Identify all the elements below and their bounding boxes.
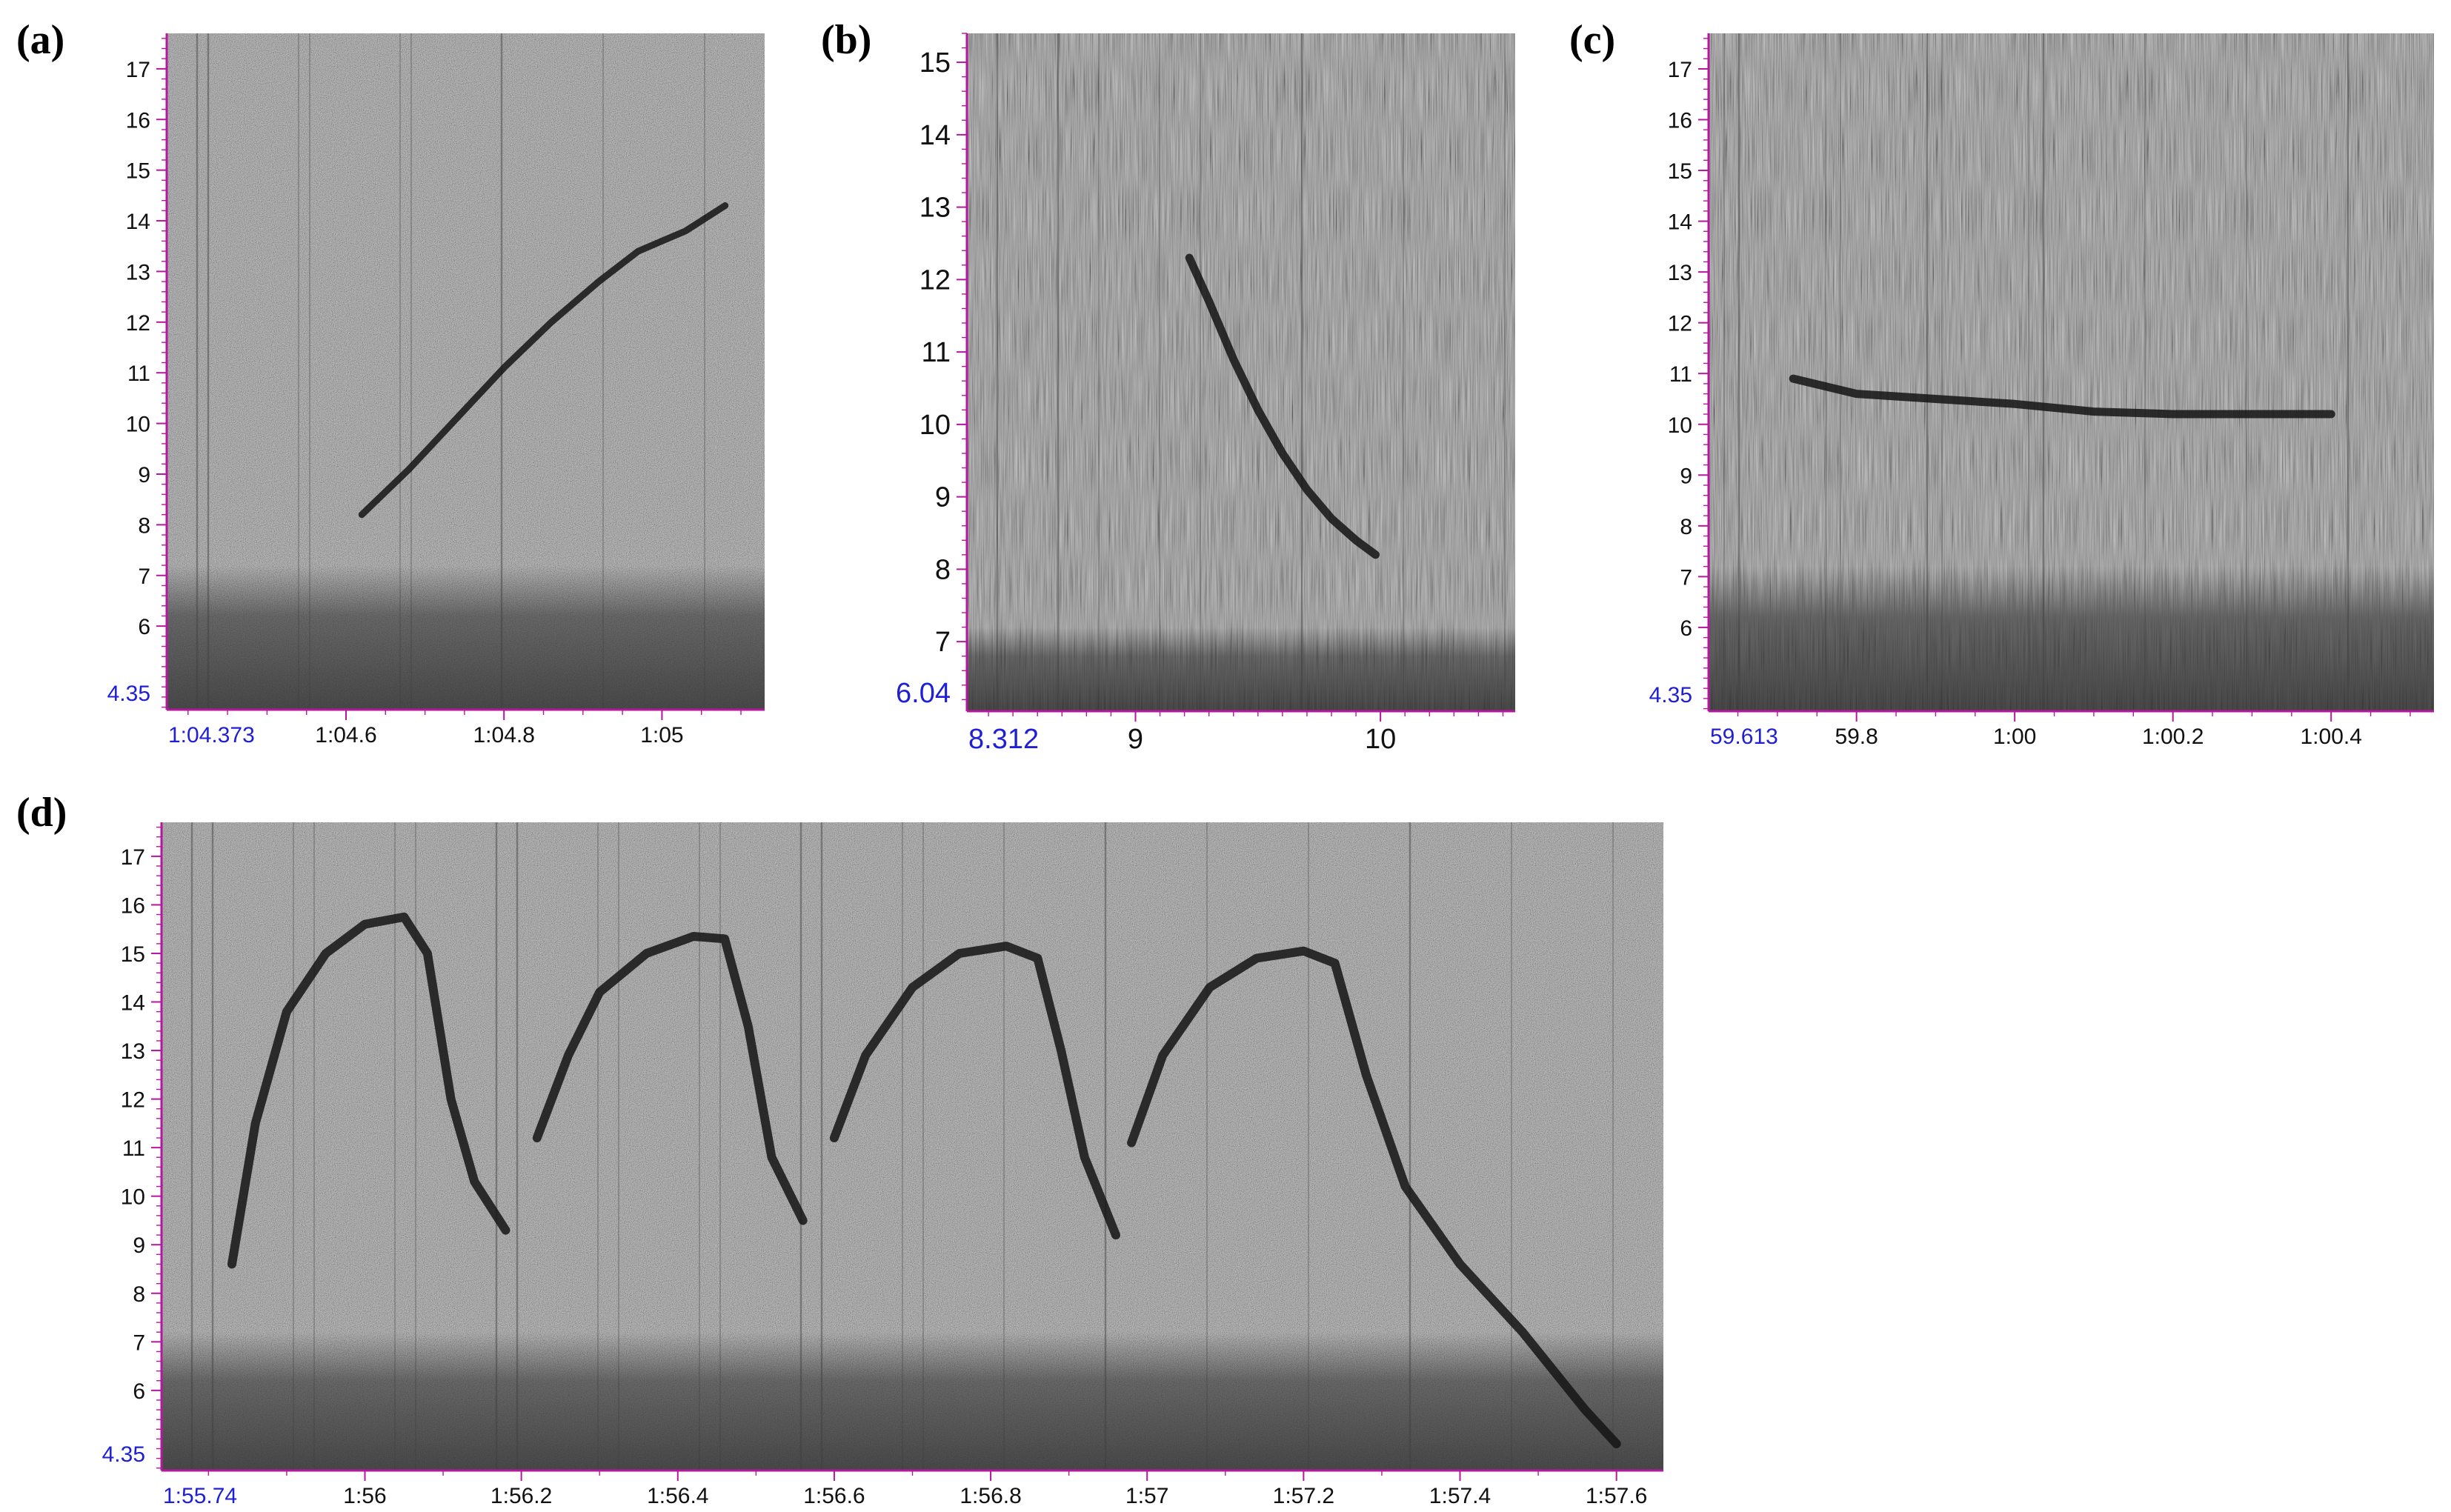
x-tick-label: 1:57 <box>1125 1484 1168 1508</box>
y-tick-label: 7 <box>935 627 951 658</box>
y-tick-label: 10 <box>919 410 951 441</box>
x-edge-label: 59.613 <box>1710 725 1778 749</box>
y-tick-label: 8 <box>138 513 150 538</box>
x-tick-label: 9 <box>1128 724 1143 755</box>
y-tick-label: 13 <box>121 1039 145 1064</box>
y-tick-label: 7 <box>133 1331 145 1355</box>
y-tick-label: 14 <box>121 991 145 1016</box>
y-tick-label: 15 <box>1668 159 1692 184</box>
y-tick-label: 12 <box>919 264 951 296</box>
y-tick-label: 9 <box>1680 464 1692 488</box>
call-contour-a-1 <box>358 202 729 519</box>
x-tick-label: 1:56 <box>343 1484 386 1508</box>
y-tick-label: 6 <box>138 615 150 639</box>
y-tick-label: 17 <box>1668 58 1692 82</box>
low-frequency-band-d <box>162 1332 1663 1471</box>
y-tick-label: 9 <box>935 482 951 513</box>
x-tick-label: 1:56.8 <box>960 1484 1021 1508</box>
y-tick-label: 6 <box>1680 616 1692 641</box>
y-tick-label: 15 <box>126 159 150 184</box>
x-tick-label: 1:05 <box>640 723 683 747</box>
y-tick-label: 10 <box>1668 413 1692 438</box>
call-contour-d-2 <box>532 932 808 1225</box>
spectrogram-panel-a: 6 7 8 9 10 11 12 13 14 15 16 17 4.35 1:04.6 1:04.8 1:05… <box>107 33 765 747</box>
y-tick-label: 17 <box>126 58 150 82</box>
x-tick-label: 1:56.4 <box>647 1484 708 1508</box>
y-edge-label: 4.35 <box>1649 683 1692 707</box>
x-tick-label: 1:00.2 <box>2142 725 2204 749</box>
y-tick-label: 17 <box>121 845 145 870</box>
low-frequency-band-a <box>167 565 765 710</box>
x-tick-label: 1:57.6 <box>1586 1484 1647 1508</box>
x-tick-label: 1:56.6 <box>803 1484 865 1508</box>
y-tick-label: 11 <box>922 337 951 368</box>
x-tick-label: 1:57.2 <box>1273 1484 1334 1508</box>
y-tick-label: 11 <box>1669 362 1692 387</box>
y-edge-label: 6.04 <box>896 678 951 709</box>
x-tick-label: 59.8 <box>1835 725 1878 749</box>
spectrogram-panel-b: 7 8 9 10 11 12 13 14 15 6.04 9 10 8.312 <box>896 33 1515 755</box>
x-edge-label: 8.312 <box>968 724 1039 755</box>
low-frequency-band-b <box>967 627 1515 711</box>
y-tick-label: 9 <box>133 1233 145 1258</box>
y-tick-label: 8 <box>935 554 951 585</box>
x-tick-label: 1:00 <box>1993 725 2036 749</box>
spectrogram-panel-d: 6 7 8 9 10 11 12 13 14 15 16 17 4.35 1:56 1:56.2 1:56.4… <box>102 822 1663 1508</box>
y-tick-label: 12 <box>121 1088 145 1113</box>
y-tick-label: 16 <box>1668 109 1692 133</box>
x-edge-label: 1:04.373 <box>168 723 255 747</box>
x-tick-label: 1:04.6 <box>315 723 376 747</box>
y-tick-label: 13 <box>1668 261 1692 285</box>
y-tick-label: 12 <box>126 311 150 336</box>
x-tick-label: 1:04.8 <box>473 723 534 747</box>
y-tick-label: 15 <box>121 942 145 967</box>
panel-label-d: (d) <box>16 790 67 836</box>
y-tick-label: 7 <box>1680 565 1692 590</box>
spectrogram-panel-c: 6 7 8 9 10 11 12 13 14 15 16 17 4.35 59.8 1:00 1:00.2 1:… <box>1649 33 2434 749</box>
y-tick-label: 13 <box>919 193 951 224</box>
call-contour-d-3 <box>829 942 1120 1240</box>
x-tick-label: 10 <box>1365 724 1396 755</box>
call-contour-c-1 <box>1789 374 2335 419</box>
panel-label-a: (a) <box>16 17 64 63</box>
y-tick-label: 16 <box>121 893 145 918</box>
y-tick-label: 15 <box>919 47 951 79</box>
y-tick-label: 8 <box>1680 515 1692 539</box>
y-tick-label: 11 <box>122 1136 145 1161</box>
call-contour-d-4 <box>1127 946 1621 1448</box>
call-contour-d-1 <box>227 912 511 1269</box>
y-tick-label: 10 <box>121 1185 145 1210</box>
y-tick-label: 13 <box>126 260 150 284</box>
low-frequency-band-c <box>1709 566 2434 711</box>
y-tick-label: 14 <box>919 120 951 151</box>
y-tick-label: 16 <box>126 108 150 133</box>
y-edge-label: 4.35 <box>107 682 150 706</box>
x-tick-label: 1:56.2 <box>490 1484 552 1508</box>
y-tick-label: 8 <box>133 1282 145 1307</box>
call-contour-b-1 <box>1185 253 1380 559</box>
y-tick-label: 14 <box>1668 210 1692 235</box>
y-tick-label: 7 <box>138 564 150 589</box>
y-edge-label: 4.35 <box>102 1442 145 1467</box>
x-edge-label: 1:55.74 <box>163 1484 237 1508</box>
y-tick-label: 11 <box>127 362 150 386</box>
y-tick-label: 12 <box>1668 312 1692 336</box>
y-tick-label: 14 <box>126 210 150 234</box>
panel-label-c: (c) <box>1569 17 1615 63</box>
y-tick-label: 9 <box>138 463 150 487</box>
x-tick-label: 1:00.4 <box>2300 725 2361 749</box>
y-tick-label: 10 <box>126 413 150 437</box>
panel-label-b: (b) <box>821 17 871 63</box>
y-tick-label: 6 <box>133 1379 145 1404</box>
x-tick-label: 1:57.4 <box>1429 1484 1491 1508</box>
